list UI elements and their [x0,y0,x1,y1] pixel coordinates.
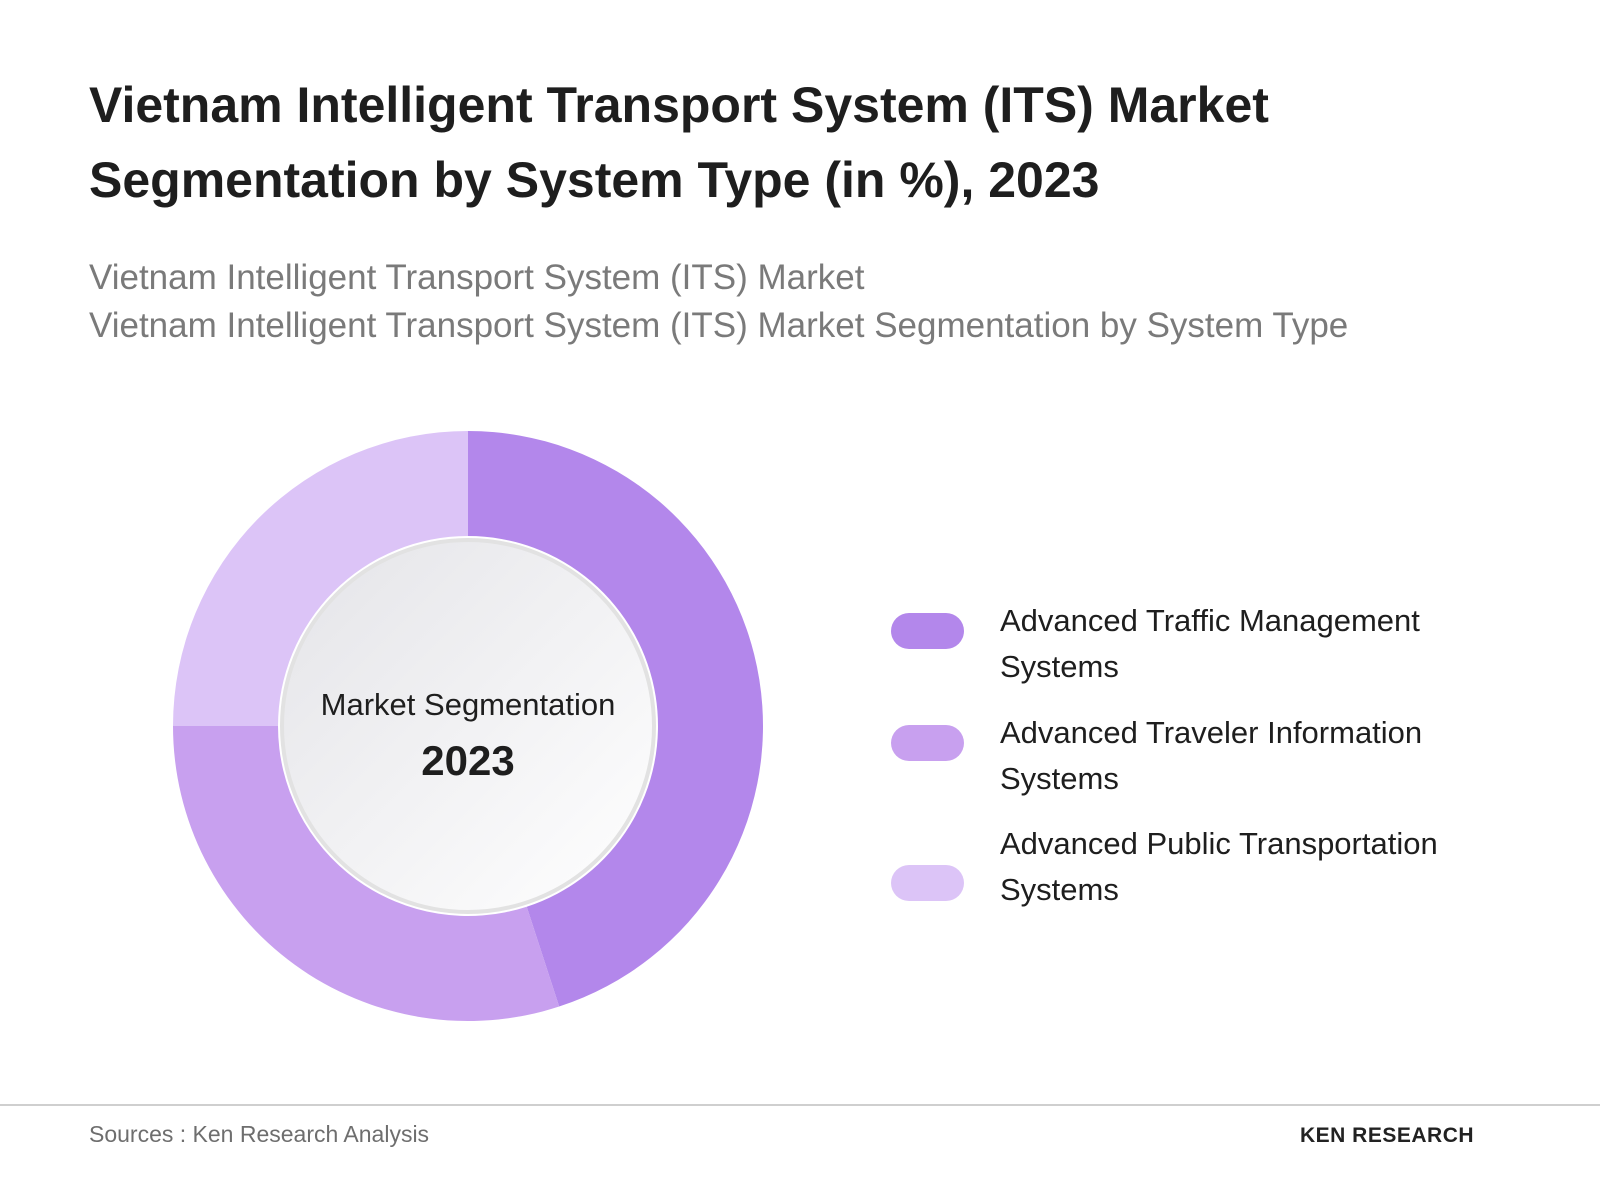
center-label: Market Segmentation [321,687,616,722]
legend-label: Advanced Public Transportation Systems [1000,826,1438,907]
pie-slice [173,431,468,726]
legend-item: Advanced Traffic Management Systems [891,603,1451,710]
subtitle: Vietnam Intelligent Transport System (IT… [89,258,865,297]
legend-swatch [891,725,964,761]
center-disc [280,538,656,914]
subtitle: Vietnam Intelligent Transport System (IT… [89,306,1349,345]
footer-rule [0,1104,1600,1106]
source: Sources : Ken Research Analysis [89,1121,430,1147]
legend-label: Advanced Traffic Management Systems [1000,603,1420,684]
legend-label: Advanced Traveler Information Systems [1000,715,1423,796]
legend-item: Advanced Traveler Information Systems [891,715,1451,822]
pie-slice [468,431,763,1007]
pie-slice [172,726,560,1022]
center-value: 2023 [421,737,514,784]
legend-swatch [891,613,964,649]
chart-title: Vietnam Intelligent Transport System (IT… [89,77,1269,208]
chart: Market Segmentation 2023 [172,431,763,1022]
legend-item: Advanced Public Transportation Systems [891,826,1451,933]
logo: KEN RESEARCH [1300,1124,1475,1147]
legend-swatch [891,865,964,901]
